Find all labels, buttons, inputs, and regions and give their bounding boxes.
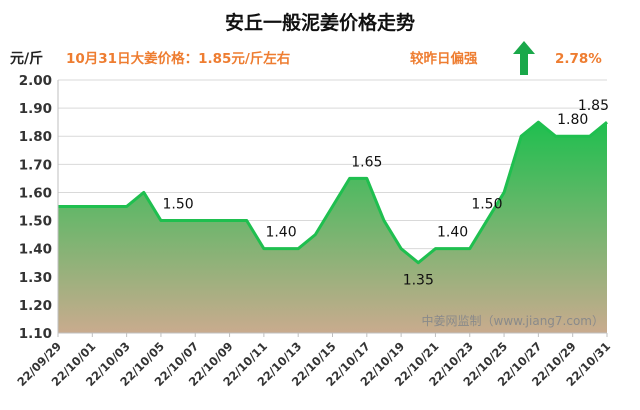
price-summary: 10月31日大姜价格：1.85元/斤左右 [66, 50, 290, 67]
y-tick-label: 1.80 [19, 129, 52, 145]
x-tick-labels: 22/09/2922/10/0122/10/0322/10/0522/10/07… [14, 333, 613, 389]
y-tick-label: 1.20 [19, 298, 52, 314]
data-label: 1.80 [557, 112, 588, 128]
y-tick-label: 1.50 [19, 214, 52, 230]
y-tick-label: 1.30 [19, 270, 52, 286]
data-labels: 1.501.401.651.351.401.501.801.85 [163, 98, 609, 289]
chart-title: 安丘一般泥姜价格走势 [225, 11, 415, 34]
y-tick-label: 1.90 [19, 101, 52, 117]
y-tick-labels: 2.00 1.90 1.80 1.70 1.60 1.50 1.40 1.30 1.20 1.10 [19, 73, 52, 342]
y-axis-unit: 元/斤 [10, 50, 43, 67]
watermark: 中姜网监制（www.jiang7.com） [422, 313, 604, 328]
data-label: 1.40 [265, 225, 296, 241]
compare-label: 较昨日偏强 [410, 50, 478, 67]
data-label: 1.35 [403, 273, 434, 289]
y-tick-label: 1.60 [19, 185, 52, 201]
price-area [58, 122, 607, 333]
data-label: 1.85 [578, 98, 609, 114]
y-tick-label: 1.10 [19, 326, 52, 342]
y-tick-label: 1.70 [19, 157, 52, 173]
data-label: 1.50 [163, 197, 194, 213]
data-label: 1.50 [471, 197, 502, 213]
y-tick-label: 1.40 [19, 242, 52, 258]
price-line [58, 120, 608, 265]
data-label: 1.65 [351, 154, 382, 170]
up-arrow-icon [513, 41, 535, 75]
y-tick-label: 2.00 [19, 73, 52, 89]
change-percent: 2.78% [555, 51, 602, 67]
data-label: 1.40 [437, 225, 468, 241]
